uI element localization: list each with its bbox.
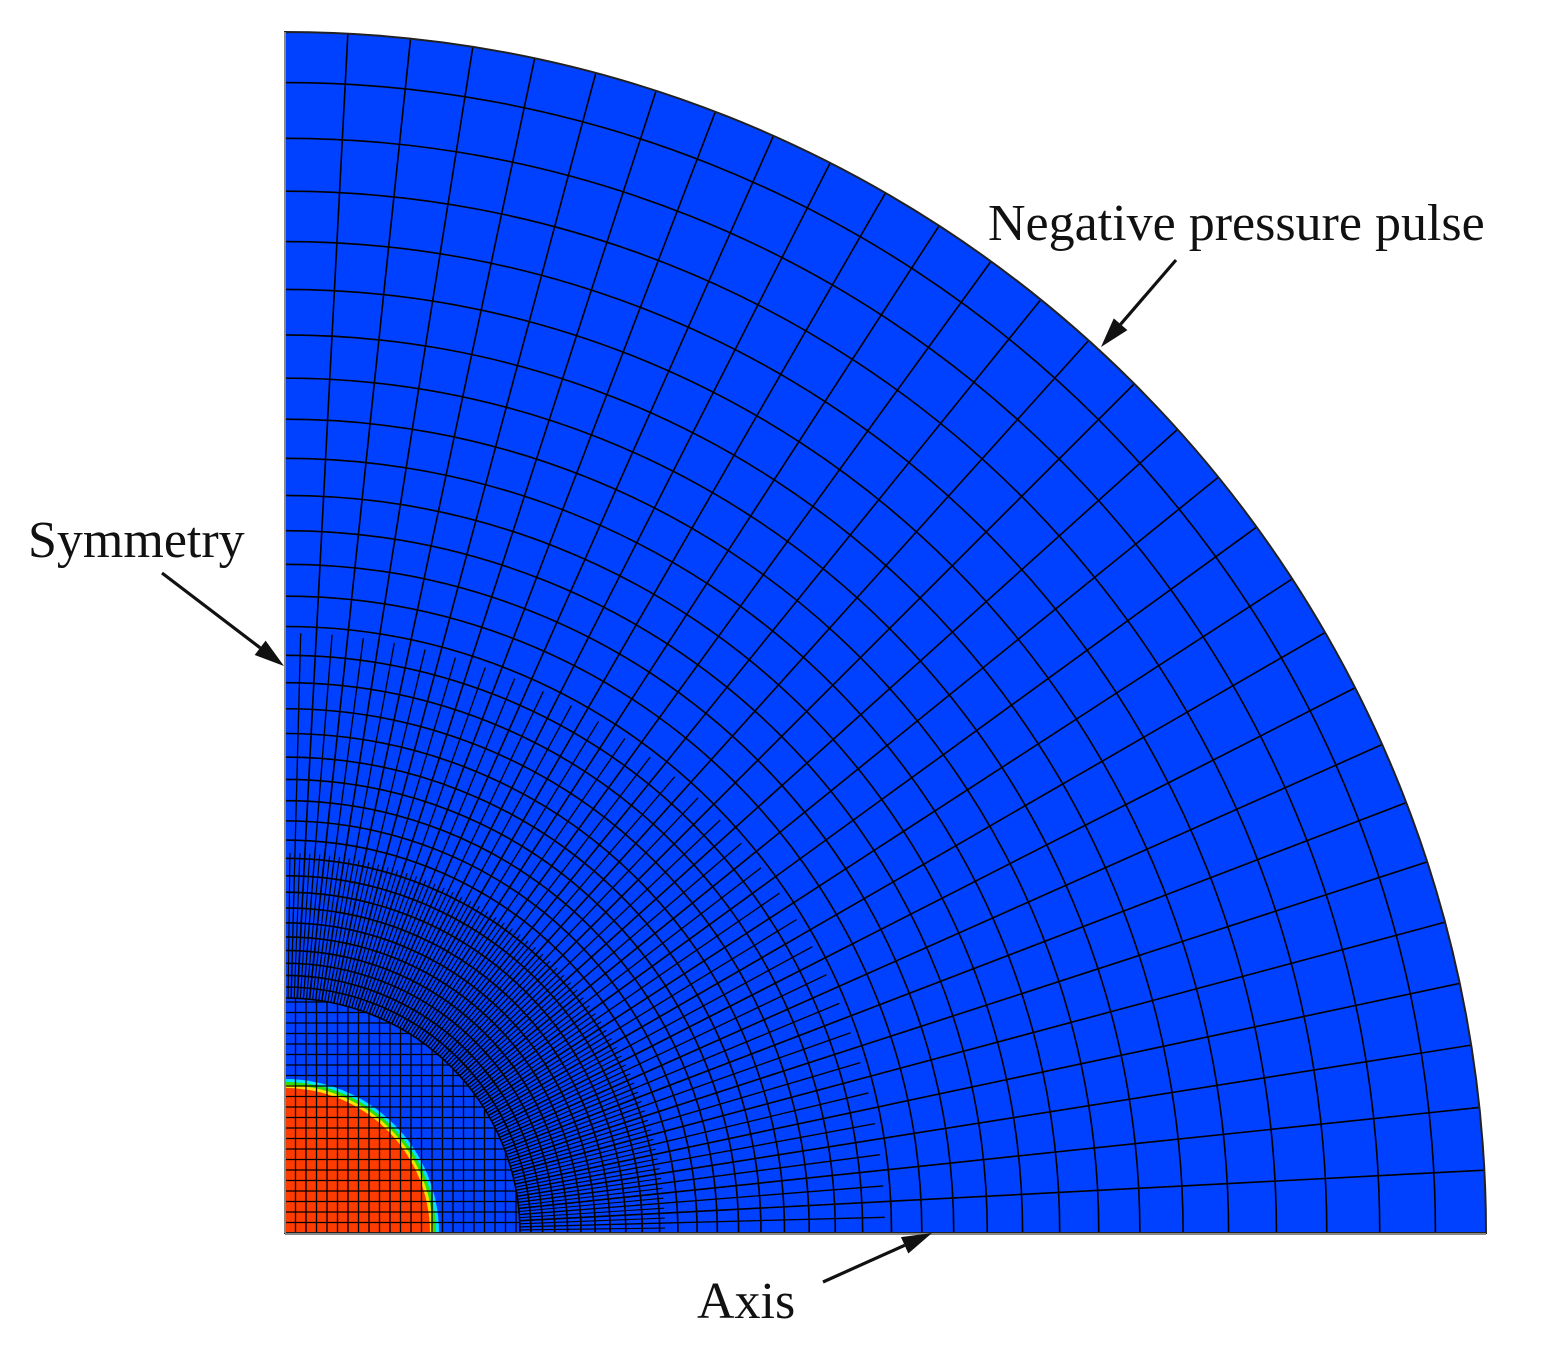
pulse-arrow-icon bbox=[1101, 258, 1178, 347]
axis-label: Axis bbox=[697, 1273, 796, 1330]
symmetry-arrow-icon bbox=[161, 571, 284, 666]
symmetry-label: Symmetry bbox=[28, 512, 245, 569]
mesh-grid bbox=[284, 33, 1485, 1234]
domain-outline bbox=[284, 30, 1488, 1235]
axis-arrow-icon bbox=[822, 1233, 932, 1284]
negative-pressure-pulse-label: Negative pressure pulse bbox=[988, 195, 1485, 252]
annotation-arrows bbox=[161, 258, 1178, 1284]
